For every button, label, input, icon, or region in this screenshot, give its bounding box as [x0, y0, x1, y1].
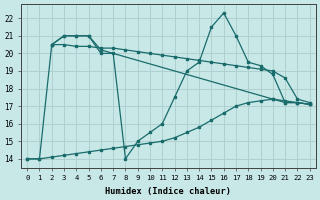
X-axis label: Humidex (Indice chaleur): Humidex (Indice chaleur) — [106, 187, 231, 196]
